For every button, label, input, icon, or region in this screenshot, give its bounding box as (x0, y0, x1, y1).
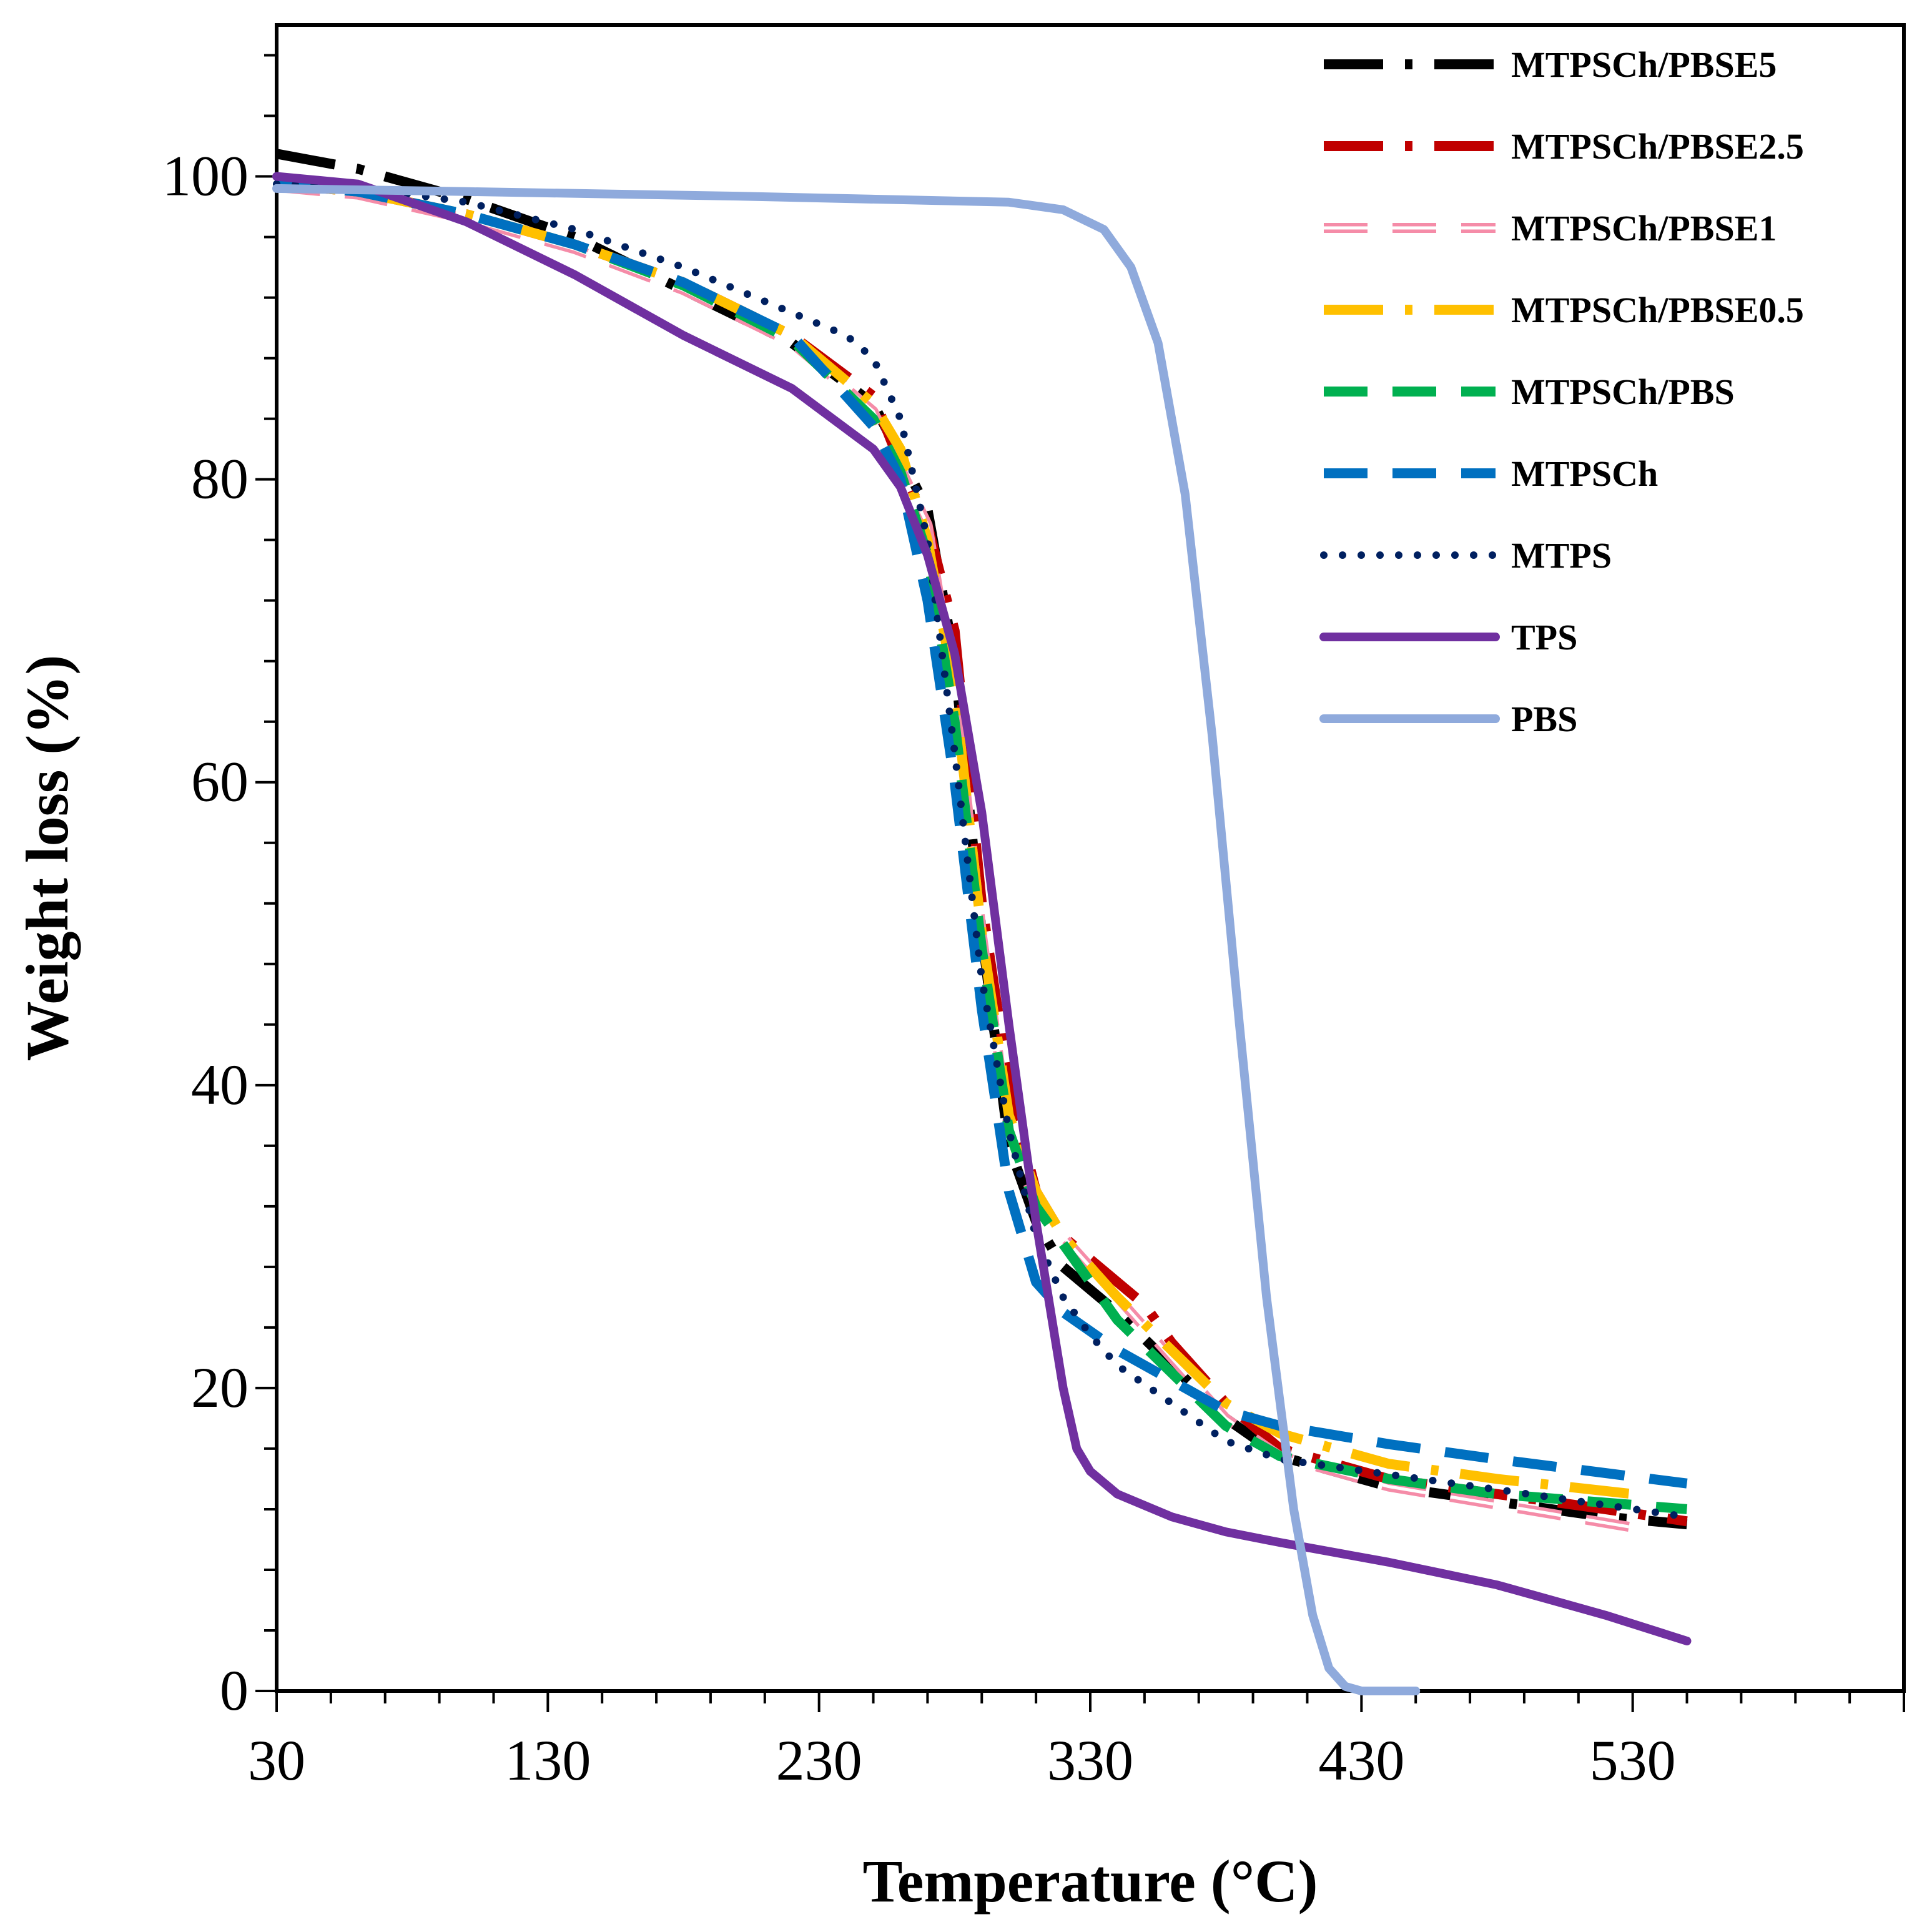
axis-ticks (255, 54, 1905, 1712)
y-tick-label: 100 (162, 144, 249, 208)
legend-label: MTPS (1511, 535, 1612, 576)
legend-label: MTPSCh/PBS (1511, 372, 1735, 412)
series-mtps (273, 180, 1691, 1521)
series-group (272, 149, 1692, 1695)
legend-label: MTPSCh/PBSE1 (1511, 208, 1777, 249)
series-mtpsch-pbse2-5 (276, 179, 1688, 1527)
legend-label: TPS (1511, 617, 1577, 658)
x-tick-label: 230 (776, 1728, 862, 1792)
y-tick-label: 40 (191, 1053, 249, 1116)
legend-label: MTPSCh (1511, 453, 1658, 494)
x-tick-label: 530 (1590, 1728, 1676, 1792)
x-tick-label: 430 (1318, 1728, 1404, 1792)
legend-label: MTPSCh/PBSE0.5 (1511, 290, 1804, 330)
legend-label: PBS (1511, 699, 1577, 739)
series-mtpsch (276, 179, 1688, 1489)
x-axis-title: Temperature (°C) (863, 1848, 1318, 1915)
legend-label: MTPSCh/PBSE5 (1511, 44, 1777, 85)
series-mtpsch-pbse0-5 (276, 179, 1634, 1499)
y-tick-label: 20 (191, 1356, 249, 1419)
y-axis-title: Weight loss (%) (14, 655, 81, 1062)
y-tick-label: 60 (191, 750, 249, 814)
tick-labels: 30 130 230 330 430 530 0 20 40 60 80 100 (162, 144, 1676, 1792)
y-tick-label: 0 (220, 1658, 249, 1722)
y-tick-label: 80 (191, 447, 249, 511)
plot-frame (275, 23, 1906, 1693)
x-tick-label: 130 (505, 1728, 591, 1792)
series-pbs (272, 184, 1421, 1695)
x-tick-label: 30 (248, 1728, 305, 1792)
legend-label: MTPSCh/PBSE2.5 (1511, 126, 1804, 167)
x-tick-label: 330 (1047, 1728, 1133, 1792)
legend: MTPSCh/PBSE5 MTPSCh/PBSE2.5 MTPSCh/PBSE1 MT… (1319, 44, 1804, 739)
